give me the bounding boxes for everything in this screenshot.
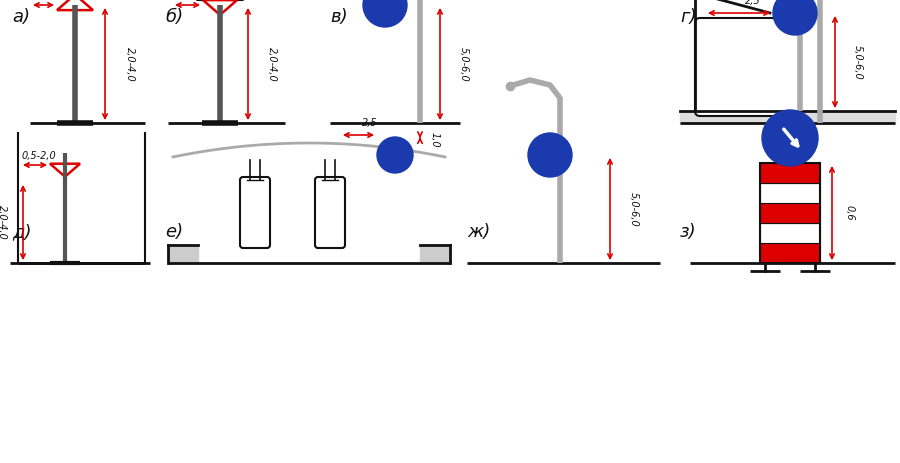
Polygon shape xyxy=(203,0,237,15)
FancyBboxPatch shape xyxy=(240,177,270,248)
Bar xyxy=(760,203,820,223)
Polygon shape xyxy=(50,164,80,177)
Bar xyxy=(760,163,820,263)
Text: а): а) xyxy=(12,8,30,26)
Text: в): в) xyxy=(330,8,347,26)
Circle shape xyxy=(363,0,407,27)
Polygon shape xyxy=(57,0,93,10)
Text: з): з) xyxy=(680,223,697,241)
Text: 2,5: 2,5 xyxy=(362,118,378,128)
Text: 1,0: 1,0 xyxy=(430,132,440,148)
Text: 2,0-4,0: 2,0-4,0 xyxy=(125,47,135,81)
Circle shape xyxy=(377,137,413,173)
Bar xyxy=(760,163,820,183)
Text: 5,0-6,0: 5,0-6,0 xyxy=(459,47,469,81)
Text: б): б) xyxy=(165,8,183,26)
Text: 0,6: 0,6 xyxy=(845,205,855,221)
Text: г): г) xyxy=(680,8,697,26)
Circle shape xyxy=(762,110,818,166)
Circle shape xyxy=(773,0,817,35)
FancyBboxPatch shape xyxy=(695,18,800,116)
Bar xyxy=(760,223,820,243)
Text: е): е) xyxy=(165,223,183,241)
Text: 0,5-2,0: 0,5-2,0 xyxy=(22,151,57,161)
Bar xyxy=(760,183,820,203)
Text: д): д) xyxy=(12,223,32,241)
Text: 5,0-6,0: 5,0-6,0 xyxy=(629,192,639,226)
Circle shape xyxy=(528,133,572,177)
Text: 2,5: 2,5 xyxy=(744,0,760,6)
Text: ж): ж) xyxy=(467,223,491,241)
Text: 2,0-4,0: 2,0-4,0 xyxy=(267,47,277,81)
Text: 5,0-6,0: 5,0-6,0 xyxy=(853,44,863,79)
FancyBboxPatch shape xyxy=(315,177,345,248)
Text: 2,0-4,0: 2,0-4,0 xyxy=(0,205,7,240)
Bar xyxy=(760,243,820,263)
